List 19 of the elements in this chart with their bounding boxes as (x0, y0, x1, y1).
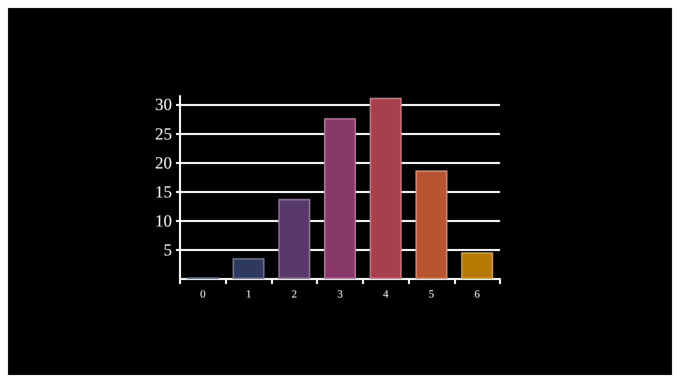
y-tick-label: 10 (155, 211, 172, 230)
bar (370, 98, 402, 279)
y-tick-label: 30 (155, 95, 172, 114)
bar (415, 170, 448, 279)
x-tick-label: 4 (382, 288, 389, 300)
x-tick-label: 1 (246, 288, 252, 300)
x-tick-label: 3 (337, 288, 344, 300)
x-tick-label: 5 (428, 288, 435, 300)
y-tick-label: 20 (155, 153, 172, 172)
bar (232, 258, 265, 279)
y-tick-label: 5 (164, 240, 172, 260)
bar (461, 252, 494, 279)
bar (278, 198, 310, 279)
y-tick-label: 15 (155, 182, 172, 202)
x-tick-label: 0 (200, 288, 206, 300)
x-tick-label: 2 (292, 288, 298, 300)
bar (324, 118, 356, 279)
y-tick-label: 25 (155, 124, 172, 144)
x-tick-label: 6 (474, 288, 480, 300)
